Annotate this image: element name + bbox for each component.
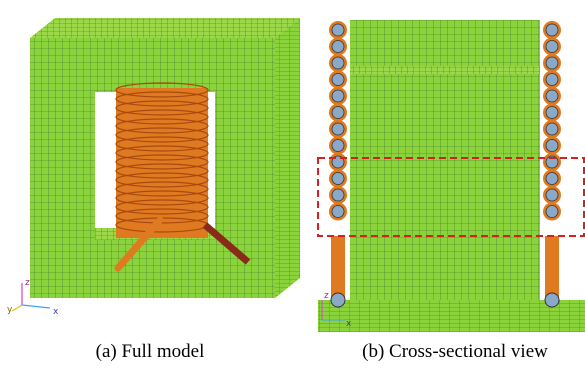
axis-label: z (25, 278, 30, 288)
coil-turn (546, 74, 558, 86)
axis-label: z (324, 291, 329, 301)
coil-turn (546, 173, 558, 185)
full-model-image: z y x (7, 18, 300, 317)
coil-turn (332, 173, 344, 185)
coil-turn (332, 206, 344, 218)
caption: (b) Cross-sectional view (362, 341, 548, 362)
coil-turn (332, 123, 344, 135)
coil-turn (546, 90, 558, 102)
coil-turn (332, 57, 344, 69)
cross-section-image: z x (318, 20, 585, 332)
coil-turn (546, 107, 558, 119)
caption: (a) Full model (96, 341, 205, 362)
coil-turn (332, 107, 344, 119)
coil-turn (332, 90, 344, 102)
coil-turn (546, 123, 558, 135)
axis-label: y (7, 305, 13, 315)
coil-turn (546, 189, 558, 201)
coil-turn (546, 57, 558, 69)
coil-turn (546, 206, 558, 218)
coil-turn (332, 24, 344, 36)
figure: z y x z x (a) Full model (b) Cross-secti… (0, 0, 585, 368)
coil-turn (546, 24, 558, 36)
coil-turn (546, 140, 558, 152)
coil-turn (332, 74, 344, 86)
coil-turn (332, 189, 344, 201)
coil-turn (332, 41, 344, 53)
axis-label: x (53, 307, 59, 317)
coil-turn (546, 41, 558, 53)
axis-label: x (346, 319, 352, 329)
coil-turn (332, 140, 344, 152)
